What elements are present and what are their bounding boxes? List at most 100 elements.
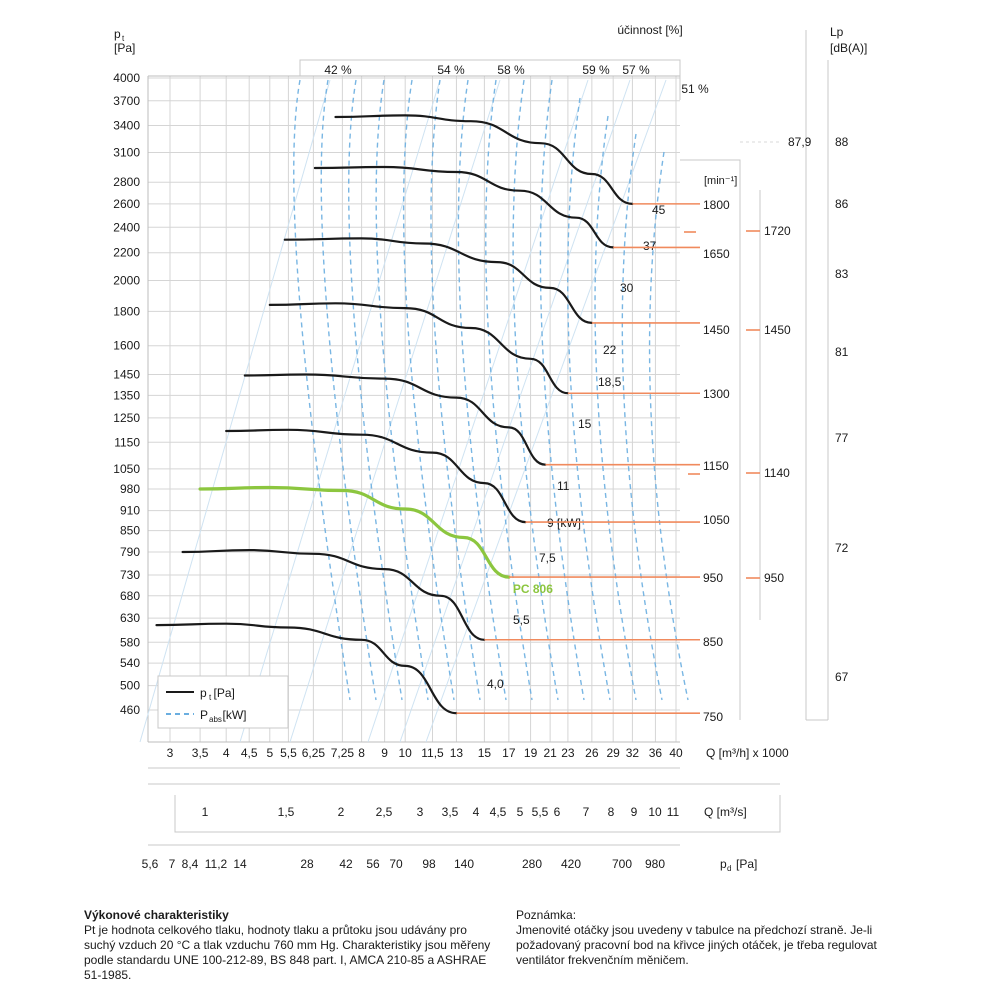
efficiency-line bbox=[367, 79, 589, 743]
q-ms-tick: 2,5 bbox=[376, 805, 393, 819]
fan-performance-chart: účinnost [%]42 % 54 % 58 % 59 % 57 %51 % 453… bbox=[113, 23, 867, 873]
x-tick-label: 4,5 bbox=[241, 746, 258, 760]
power-label: 11 bbox=[557, 479, 570, 493]
pd-tick: 980 bbox=[645, 857, 665, 871]
efficiency-label: 58 % bbox=[497, 63, 525, 77]
pd-tick: 140 bbox=[454, 857, 474, 871]
x-tick-label: 29 bbox=[607, 746, 621, 760]
legend-label-sub: t bbox=[209, 693, 212, 702]
q-ms-tick: 4,5 bbox=[490, 805, 507, 819]
series-name-label: PC 806 bbox=[513, 582, 553, 596]
y-tick-label: 3100 bbox=[113, 145, 140, 159]
y-tick-label: 850 bbox=[120, 524, 140, 538]
remark-text: Jmenovité otáčky jsou uvedeny v tabulce … bbox=[516, 923, 877, 967]
y-tick-label: 730 bbox=[120, 568, 140, 582]
legend-label-rest: [kW] bbox=[223, 708, 247, 722]
power-curve bbox=[648, 151, 689, 701]
x-tick-label: 15 bbox=[478, 746, 492, 760]
q-ms-tick: 6 bbox=[554, 805, 561, 819]
pd-axis-unit: [Pa] bbox=[736, 857, 757, 871]
rpm-label: 950 bbox=[703, 571, 723, 585]
efficiency-label: 57 % bbox=[622, 63, 650, 77]
pressure-curves: PC 806 bbox=[155, 114, 700, 715]
y-tick-label: 2600 bbox=[113, 197, 140, 211]
q-ms-frame bbox=[148, 783, 781, 833]
y-tick-label: 2400 bbox=[113, 220, 140, 234]
efficiency-line bbox=[399, 79, 631, 743]
pd-tick: 7 bbox=[169, 857, 176, 871]
lp-tick: 88 bbox=[835, 135, 849, 149]
y-tick-label: 540 bbox=[120, 656, 140, 670]
x-tick-label: 32 bbox=[626, 746, 640, 760]
y-tick-label: 1350 bbox=[113, 388, 140, 402]
q-ms-label: Q [m³/s] bbox=[704, 805, 747, 819]
x-axis-label: Q [m³/h] x 1000 bbox=[706, 746, 789, 760]
pressure-curve bbox=[225, 428, 527, 524]
pressure-curve-pc806 bbox=[198, 485, 511, 579]
x-tick-label: 17 bbox=[502, 746, 516, 760]
y-tick-label: 580 bbox=[120, 635, 140, 649]
x-tick-label: 10 bbox=[399, 746, 413, 760]
x-tick-label: 4 bbox=[223, 746, 230, 760]
y-tick-label: 910 bbox=[120, 504, 140, 518]
x-tick-label: 26 bbox=[585, 746, 599, 760]
rpm2-label: 1140 bbox=[764, 466, 790, 480]
lp-unit: [dB(A)] bbox=[830, 41, 867, 55]
lp-tick: 81 bbox=[835, 345, 849, 359]
legend-box bbox=[157, 675, 289, 729]
efficiency-label: 42 % bbox=[324, 63, 352, 77]
power-label: 9 [kW] bbox=[547, 516, 581, 530]
y-tick-label: 3400 bbox=[113, 118, 140, 132]
x-tick-label: 9 bbox=[381, 746, 388, 760]
y-tick-label: 1250 bbox=[113, 411, 140, 425]
legend-label-main: p bbox=[200, 686, 207, 700]
x-tick-label: 5 bbox=[266, 746, 273, 760]
efficiency-line bbox=[289, 79, 501, 743]
x-tick-label: 13 bbox=[450, 746, 464, 760]
power-label: 45 bbox=[652, 203, 666, 217]
rpm-and-noise-panel: [min⁻¹] 1800 1650 1450 1300 1150 1050 950 850 750… bbox=[680, 25, 867, 724]
efficiency-label: 51 % bbox=[681, 82, 709, 96]
power-curve bbox=[430, 79, 481, 701]
rpm-label: 1650 bbox=[703, 247, 730, 261]
pressure-curve bbox=[243, 373, 547, 466]
power-label: 37 bbox=[643, 239, 657, 253]
y-tick-label: 3700 bbox=[113, 94, 140, 108]
rpm-label: 1050 bbox=[703, 513, 730, 527]
efficiency-label: 59 % bbox=[582, 63, 610, 77]
axes: p t[Pa]4000370034003100280026002400220020… bbox=[113, 27, 789, 873]
power-curve bbox=[375, 79, 429, 701]
power-label: 30 bbox=[620, 281, 634, 295]
pd-tick: 700 bbox=[612, 857, 632, 871]
q-ms-tick: 1,5 bbox=[278, 805, 295, 819]
pressure-curve bbox=[283, 237, 593, 324]
y-tick-label: 790 bbox=[120, 545, 140, 559]
y-axis-label-sub: t bbox=[122, 34, 125, 43]
efficiency-lines: účinnost [%] 42 % 54 % 58 % 59 % 57 % 51 % bbox=[139, 23, 709, 743]
pd-tick: 70 bbox=[389, 857, 403, 871]
pressure-curve bbox=[155, 622, 458, 715]
pd-tick: 56 bbox=[366, 857, 380, 871]
power-curves: 45 37 30 22 18,5 15 11 9 [kW] 7,5 5,5 4,0 bbox=[293, 79, 689, 701]
y-tick-label: 1600 bbox=[113, 339, 140, 353]
pd-tick: 280 bbox=[522, 857, 542, 871]
pd-tick: 42 bbox=[339, 857, 353, 871]
x-tick-label: 8 bbox=[358, 746, 365, 760]
pd-tick: 98 bbox=[422, 857, 436, 871]
x-tick-label: 23 bbox=[561, 746, 575, 760]
remark-title: Poznámka: bbox=[516, 908, 577, 922]
q-ms-tick: 7 bbox=[583, 805, 590, 819]
x-tick-label: 3 bbox=[167, 746, 174, 760]
rpm-label: 1800 bbox=[703, 198, 730, 212]
x-tick-label: 21 bbox=[543, 746, 557, 760]
pd-axis-label: p bbox=[720, 857, 727, 871]
y-tick-label: 980 bbox=[120, 482, 140, 496]
efficiency-label: 54 % bbox=[437, 63, 465, 77]
power-label: 4,0 bbox=[487, 677, 504, 691]
pd-tick: 420 bbox=[561, 857, 581, 871]
power-curve bbox=[539, 79, 585, 701]
efficiency-line bbox=[425, 79, 667, 743]
notes-title: Výkonové charakteristiky bbox=[84, 908, 229, 922]
pressure-curve bbox=[268, 302, 569, 395]
